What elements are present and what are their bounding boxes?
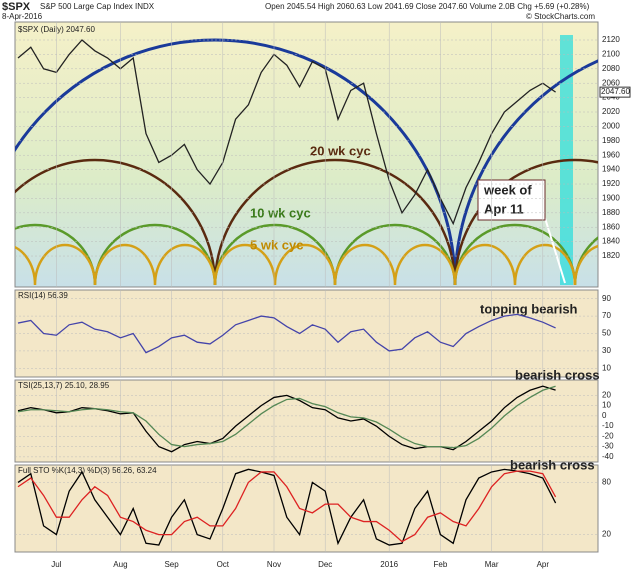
legend: $SPX (Daily) 2047.60 bbox=[18, 25, 95, 34]
y-tick-label: 1820 bbox=[602, 251, 620, 260]
annotation: week of bbox=[483, 182, 532, 197]
y-tick-label: 10 bbox=[602, 401, 611, 410]
y-tick-label: 2100 bbox=[602, 50, 620, 59]
x-tick-label: Nov bbox=[267, 560, 281, 569]
series-line bbox=[17, 468, 557, 546]
pointer bbox=[544, 217, 566, 284]
source: © StockCharts.com bbox=[526, 12, 595, 21]
y-tick-label: 10 bbox=[602, 363, 611, 372]
x-tick-label: Oct bbox=[217, 560, 230, 569]
y-tick-label: -30 bbox=[602, 442, 614, 451]
annotation: bearish cross bbox=[515, 367, 600, 382]
quote: Open 2045.54 High 2060.63 Low 2041.69 Cl… bbox=[265, 2, 590, 11]
x-tick-label: Feb bbox=[434, 560, 448, 569]
y-tick-label: 1900 bbox=[602, 194, 620, 203]
y-tick-label: 2060 bbox=[602, 78, 620, 87]
series-line bbox=[17, 385, 556, 449]
legend: Full STO %K(14,3) %D(3) 56.26, 63.24 bbox=[18, 466, 157, 475]
y-tick-label: -10 bbox=[602, 421, 614, 430]
symbol: $SPX bbox=[2, 1, 31, 13]
y-tick-label: 20 bbox=[602, 390, 611, 399]
annotation: 20 wk cyc bbox=[310, 143, 371, 158]
annotation: topping bearish bbox=[480, 301, 578, 316]
y-tick-label: 1840 bbox=[602, 237, 620, 246]
x-tick-label: Sep bbox=[164, 560, 179, 569]
series-line bbox=[17, 39, 556, 226]
legend: RSI(14) 56.39 bbox=[18, 291, 68, 300]
date: 8-Apr-2016 bbox=[2, 12, 43, 21]
series-line bbox=[17, 313, 556, 354]
annotation: Apr 11 bbox=[484, 201, 524, 216]
x-tick-label: 2016 bbox=[380, 560, 398, 569]
x-tick-label: Jul bbox=[51, 560, 61, 569]
y-tick-label: 1960 bbox=[602, 150, 620, 159]
x-tick-label: Aug bbox=[113, 560, 127, 569]
y-tick-label: 1920 bbox=[602, 179, 620, 188]
y-tick-label: -40 bbox=[602, 452, 614, 461]
tsi-panel bbox=[14, 379, 599, 463]
y-tick-label: 30 bbox=[602, 346, 611, 355]
20wk-arc bbox=[15, 158, 598, 286]
series-line bbox=[17, 385, 556, 453]
y-tick-label: 90 bbox=[602, 294, 611, 303]
y-tick-label: 80 bbox=[602, 478, 611, 487]
y-tick-label: -20 bbox=[602, 431, 614, 440]
y-tick-label: 1940 bbox=[602, 165, 620, 174]
annotation: bearish cross bbox=[510, 457, 595, 472]
x-tick-label: Mar bbox=[485, 560, 499, 569]
y-tick-label: 2120 bbox=[602, 35, 620, 44]
last-badge bbox=[599, 86, 631, 98]
x-tick-label: Apr bbox=[537, 560, 550, 569]
last-label: 2047.60 bbox=[601, 87, 630, 96]
y-tick-label: 2000 bbox=[602, 122, 620, 131]
legend: TSI(25,13,7) 25.10, 28.95 bbox=[18, 381, 110, 390]
annotation: 5 wk cyc bbox=[250, 237, 304, 252]
5wk-arc bbox=[15, 243, 598, 286]
y-tick-label: 1860 bbox=[602, 222, 620, 231]
y-tick-label: 1980 bbox=[602, 136, 620, 145]
y-tick-label: 2020 bbox=[602, 107, 620, 116]
y-tick-label: 70 bbox=[602, 311, 611, 320]
y-tick-label: 1880 bbox=[602, 208, 620, 217]
series-line bbox=[17, 470, 557, 543]
y-tick-label: 2080 bbox=[602, 64, 620, 73]
y-tick-label: 0 bbox=[602, 411, 607, 420]
y-tick-label: 50 bbox=[602, 329, 611, 338]
note-box bbox=[477, 179, 546, 221]
price-panel bbox=[14, 21, 599, 288]
x-tick-label: Dec bbox=[318, 560, 332, 569]
y-tick-label: 20 bbox=[602, 530, 611, 539]
index-name: S&P 500 Large Cap Index INDX bbox=[40, 2, 155, 11]
